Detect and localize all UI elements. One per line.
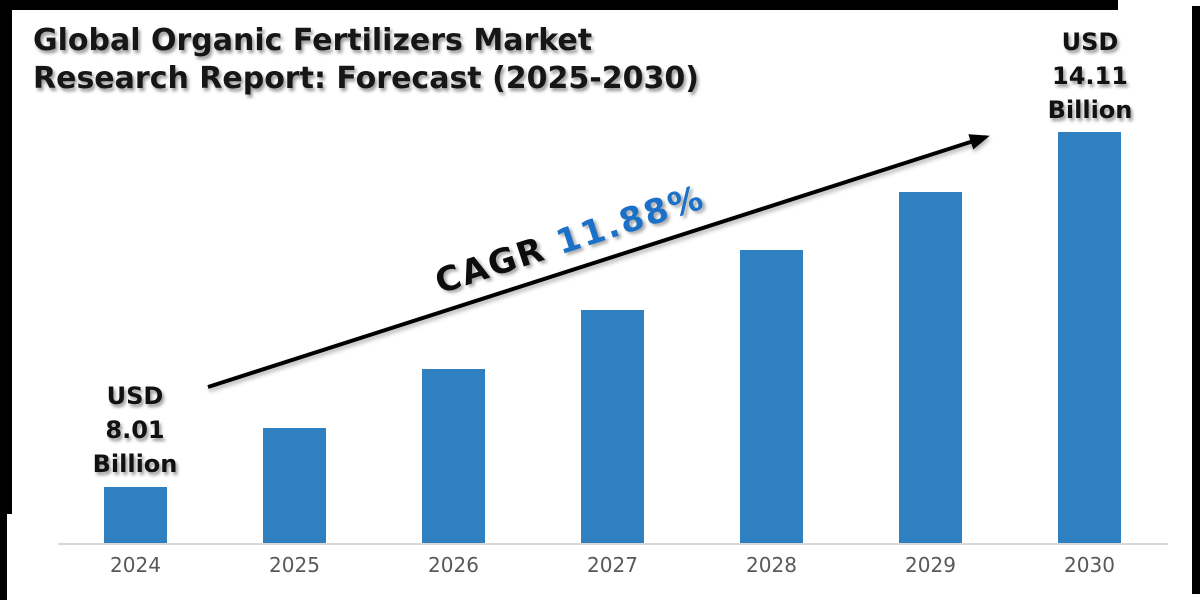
- bar-2024: [104, 487, 167, 544]
- border-strip-left-lower: [0, 514, 7, 600]
- value-label-2024: USD 8.01 Billion: [65, 379, 205, 481]
- x-tick-label-2026: 2026: [428, 553, 479, 577]
- value-label-2030-currency: USD: [1061, 28, 1119, 56]
- border-strip-left: [0, 0, 12, 514]
- bar-2026: [422, 369, 485, 544]
- chart-title: Global Organic Fertilizers Market Resear…: [33, 22, 699, 98]
- x-tick-label-2024: 2024: [110, 553, 161, 577]
- cagr-prefix: CAGR: [430, 225, 564, 303]
- cagr-value: 11.88%: [551, 177, 710, 264]
- bar-2027: [581, 310, 644, 544]
- border-strip-top: [0, 0, 1118, 10]
- x-tick-label-2028: 2028: [746, 553, 797, 577]
- value-label-2024-currency: USD: [106, 382, 164, 410]
- value-label-2024-unit: Billion: [92, 450, 178, 478]
- x-tick-label-2030: 2030: [1064, 553, 1115, 577]
- chart-title-line1: Global Organic Fertilizers Market: [33, 23, 593, 58]
- border-strip-right: [1192, 6, 1200, 594]
- value-label-2030-unit: Billion: [1047, 96, 1133, 124]
- bar-2030: [1058, 132, 1121, 544]
- value-label-2030: USD 14.11 Billion: [1020, 25, 1160, 127]
- x-tick-label-2029: 2029: [905, 553, 956, 577]
- cagr-label: CAGR 11.88%: [430, 178, 709, 303]
- x-tick-label-2025: 2025: [269, 553, 320, 577]
- chart-title-line2: Research Report: Forecast (2025-2030): [33, 61, 699, 96]
- bar-2028: [740, 250, 803, 544]
- bar-2025: [263, 428, 326, 544]
- value-label-2030-amount: 14.11: [1052, 62, 1128, 90]
- value-label-2024-amount: 8.01: [105, 416, 165, 444]
- x-axis-line: [58, 543, 1168, 545]
- x-tick-label-2027: 2027: [587, 553, 638, 577]
- bar-2029: [899, 192, 962, 544]
